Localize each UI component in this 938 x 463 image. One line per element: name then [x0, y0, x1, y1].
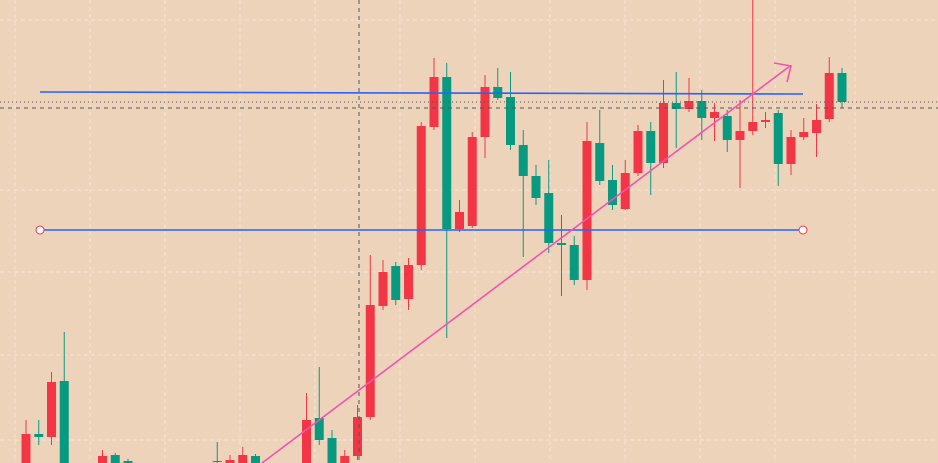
candle-body: [582, 141, 592, 280]
candle-body: [365, 305, 375, 417]
candle-body: [455, 212, 464, 229]
candle-body: [378, 272, 388, 306]
candle-body: [799, 132, 809, 137]
candle-body: [467, 137, 477, 226]
candle-body: [251, 456, 260, 463]
trend-arrow[interactable]: [261, 65, 791, 463]
candle-body: [697, 101, 707, 118]
candle-body: [480, 87, 490, 137]
candle-body: [59, 381, 69, 463]
candle-body: [506, 97, 515, 145]
candle-body: [34, 434, 44, 437]
candles: [21, 0, 847, 463]
candle-body: [646, 131, 656, 163]
candle-body: [659, 103, 668, 163]
candle-body: [442, 77, 452, 229]
candle-body: [391, 266, 401, 300]
candle-body: [327, 438, 337, 463]
candle-body: [416, 126, 426, 265]
candle-body: [98, 456, 107, 463]
candle-body: [110, 455, 120, 463]
arrow-head: [773, 62, 792, 83]
candle-body: [684, 101, 694, 109]
candle-body: [569, 245, 579, 280]
candle-body: [837, 73, 847, 102]
candle-body: [544, 193, 554, 243]
candle-body: [123, 461, 133, 463]
candle-body: [47, 382, 56, 437]
candle-body: [812, 120, 821, 133]
candle-body: [225, 460, 235, 463]
candle-body: [735, 131, 745, 140]
candle-body: [633, 131, 643, 173]
candle-body: [557, 243, 566, 245]
candle-body: [761, 120, 770, 122]
candle-body: [212, 461, 222, 462]
candle-body: [824, 73, 834, 119]
candle-body: [773, 113, 783, 164]
candle-body: [353, 417, 362, 456]
candle-body: [722, 116, 732, 140]
candle-body: [595, 143, 605, 181]
candle-body: [238, 455, 248, 463]
line-handle[interactable]: [35, 225, 45, 235]
candle-body: [531, 176, 541, 198]
candle-body: [404, 265, 413, 299]
candle-body: [786, 137, 796, 164]
horizontal-line[interactable]: [39, 91, 804, 95]
candle-body: [21, 434, 31, 463]
candle-body: [340, 456, 350, 463]
candle-body: [710, 112, 719, 118]
candle-body: [518, 145, 528, 176]
candle-body: [608, 180, 617, 205]
candle-body: [620, 173, 630, 209]
candle-body: [671, 103, 681, 109]
candle-body: [302, 420, 311, 463]
line-handle[interactable]: [798, 225, 808, 235]
candle-body: [748, 122, 758, 131]
candle-body: [314, 418, 324, 440]
candle-body: [429, 77, 439, 127]
